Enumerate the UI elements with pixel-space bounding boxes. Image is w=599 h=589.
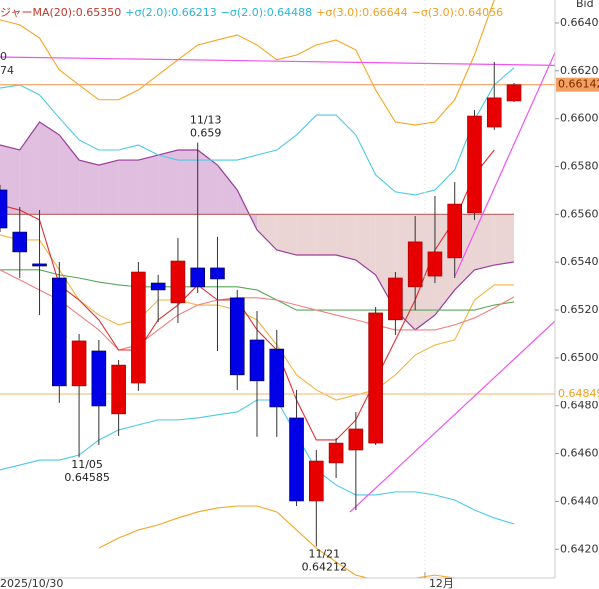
annotation-date: 11/13 bbox=[190, 114, 222, 127]
cloud-fill bbox=[79, 160, 99, 215]
cloud bbox=[0, 121, 515, 331]
legend-entry: −σ(3.0):0.64056 bbox=[411, 6, 504, 19]
annotation-date: 11/05 bbox=[71, 458, 103, 471]
candle-body bbox=[289, 417, 304, 502]
candle-body bbox=[229, 297, 245, 376]
line bbox=[0, 149, 495, 441]
candle-body bbox=[309, 460, 324, 502]
cloud-fill bbox=[474, 214, 495, 270]
y-tick-label: 0.64200 bbox=[560, 542, 599, 555]
trend-line bbox=[0, 56, 555, 66]
candles bbox=[0, 61, 522, 547]
line bbox=[98, 505, 457, 578]
cloud-fill bbox=[138, 155, 159, 215]
candle-body bbox=[486, 97, 502, 128]
candle-body bbox=[447, 203, 463, 259]
legend: ジャーMA(20):0.65350 +σ(2.0):0.66213 −σ(2.0):… bbox=[0, 4, 555, 20]
legend-entry: −σ(2.0):0.64488 bbox=[220, 6, 313, 19]
x-tick-label: 12月 bbox=[429, 577, 454, 589]
candle-body bbox=[170, 260, 186, 304]
x-tick-label: 2025/10/30 bbox=[0, 577, 63, 589]
candle-body bbox=[328, 442, 344, 464]
trend-line bbox=[349, 320, 555, 513]
cloud-fill bbox=[177, 150, 198, 215]
candle-body bbox=[71, 340, 87, 387]
candle-body bbox=[12, 231, 28, 253]
candle-body bbox=[269, 348, 285, 408]
candle-body bbox=[467, 115, 482, 214]
cloud-fill bbox=[494, 214, 515, 266]
cloud-fill bbox=[118, 160, 139, 215]
cloud-fill bbox=[217, 165, 238, 215]
annotation-date: 11/21 bbox=[308, 547, 340, 560]
candle-body bbox=[190, 267, 205, 288]
corner-label: Bid bbox=[576, 0, 594, 10]
edge-label: 74 bbox=[0, 64, 14, 77]
line bbox=[0, 121, 515, 331]
cloud-fill bbox=[276, 214, 297, 256]
price-tag-label: 0.64849 bbox=[558, 387, 599, 400]
price-tag bbox=[556, 77, 599, 92]
annotation-price: 0.64212 bbox=[302, 560, 348, 573]
cloud-fill bbox=[59, 134, 80, 215]
cloud-fill bbox=[336, 214, 356, 261]
edge-label: 0 bbox=[0, 50, 7, 63]
cloud-fill bbox=[257, 214, 277, 251]
cloud-fill bbox=[98, 160, 119, 215]
candle-body bbox=[131, 271, 146, 384]
candle-body bbox=[150, 282, 166, 291]
price-tag bbox=[556, 387, 599, 402]
cloud-fill bbox=[158, 150, 178, 215]
candle-body bbox=[348, 428, 364, 451]
candle-body bbox=[407, 241, 423, 288]
line bbox=[0, 269, 515, 311]
legend-entry: +σ(2.0):0.66213 bbox=[125, 6, 217, 19]
candle-body bbox=[210, 267, 225, 280]
candle-body bbox=[427, 251, 443, 277]
annotation-price: 0.659 bbox=[190, 127, 222, 140]
annotation-price: 0.64585 bbox=[64, 471, 110, 484]
cloud-fill bbox=[355, 214, 376, 275]
line bbox=[0, 269, 515, 351]
cloud-fill bbox=[197, 150, 218, 215]
candle-body bbox=[368, 312, 383, 444]
price-tag-label: 0.66142 bbox=[558, 78, 599, 91]
overlays bbox=[0, 0, 555, 578]
trend-line bbox=[454, 51, 555, 277]
cloud-fill bbox=[296, 214, 317, 256]
cloud-fill bbox=[316, 214, 337, 256]
candle-body bbox=[388, 277, 403, 321]
line bbox=[0, 0, 495, 126]
legend-entry: +σ(3.0):0.66644 bbox=[316, 6, 408, 19]
cloud-fill bbox=[19, 122, 40, 215]
candle-body bbox=[506, 84, 522, 102]
candle-body bbox=[0, 189, 8, 229]
candle-body bbox=[32, 263, 47, 267]
candle-body bbox=[111, 364, 126, 415]
candle-body bbox=[249, 339, 265, 382]
candle-body bbox=[91, 350, 107, 407]
legend-entry: ジャーMA(20):0.65350 bbox=[0, 6, 122, 19]
cloud-fill bbox=[39, 122, 60, 215]
line bbox=[0, 67, 515, 196]
candle-body bbox=[52, 277, 67, 387]
